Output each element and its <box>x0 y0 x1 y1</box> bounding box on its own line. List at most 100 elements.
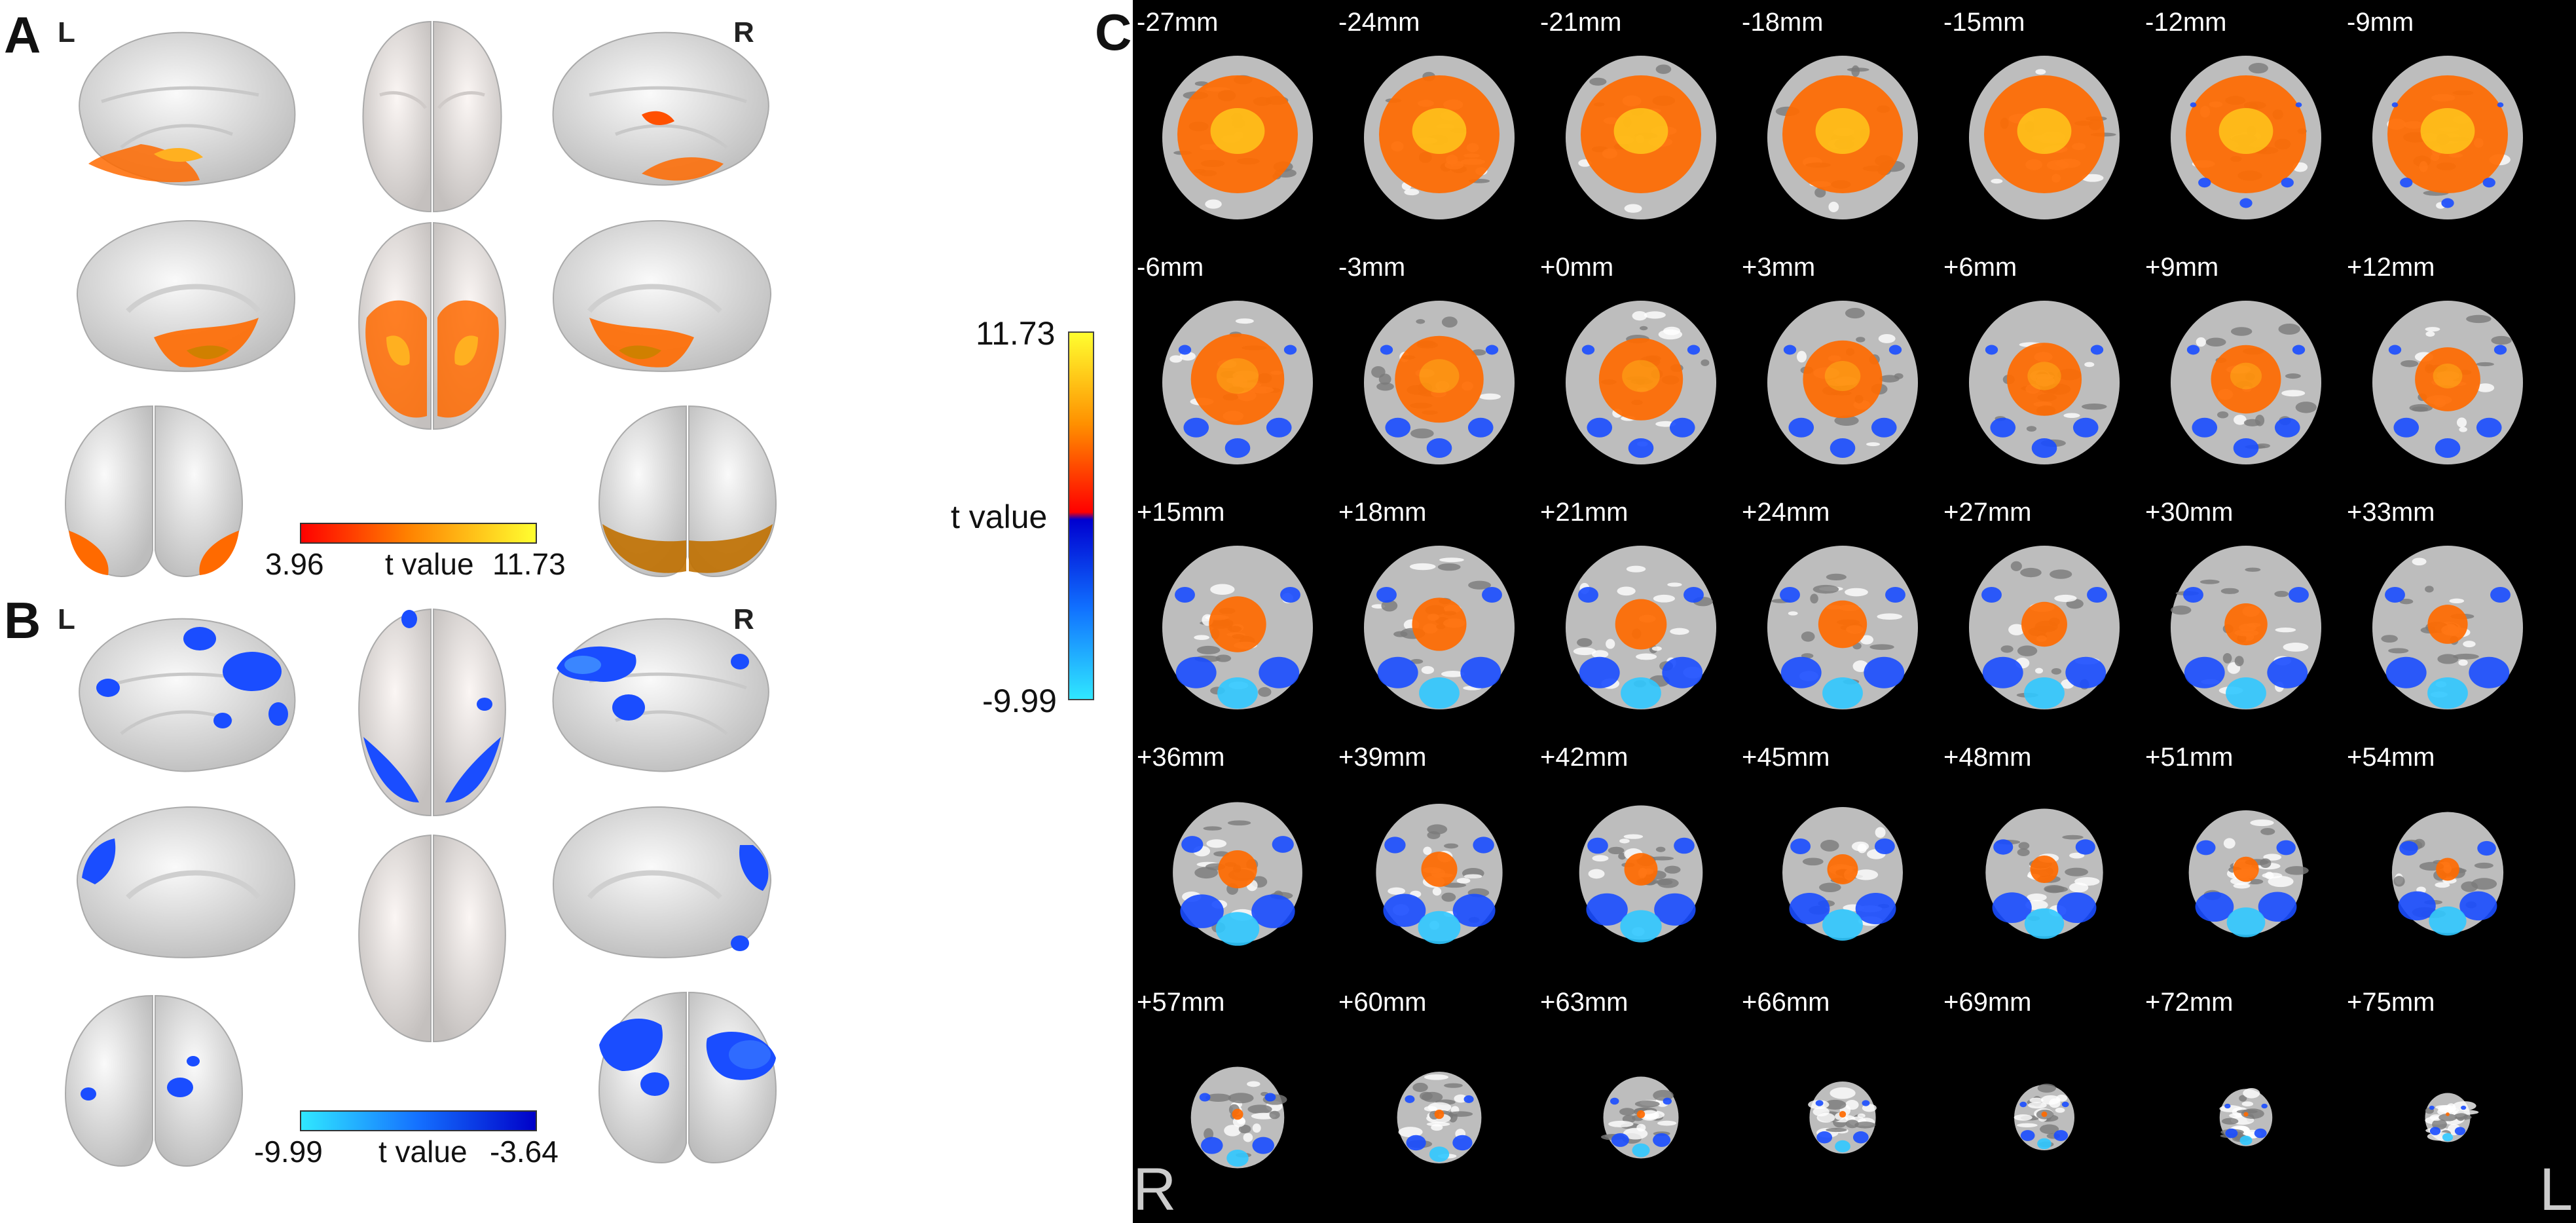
slice-label: +27mm <box>1943 498 2032 527</box>
slice-label: -24mm <box>1338 8 1420 37</box>
slice-label: +66mm <box>1742 988 1830 1017</box>
brain-slice <box>1376 804 1503 945</box>
colorbar-b <box>300 1110 537 1131</box>
brain-a-right-medial <box>552 219 771 372</box>
brain-slice <box>1767 56 1918 219</box>
brain-slice <box>2171 301 2321 464</box>
brain-slice <box>1364 301 1515 464</box>
slice-label: +54mm <box>2347 743 2435 772</box>
slice-label: +6mm <box>1943 253 2017 282</box>
slice-label: +63mm <box>1540 988 1628 1017</box>
panel-c-letter: C <box>1095 3 1132 61</box>
slice-label: +0mm <box>1540 253 1614 282</box>
brain-slice <box>2372 301 2523 464</box>
brain-slice <box>2372 56 2523 219</box>
slice-label: -9mm <box>2347 8 2414 37</box>
brain-slice <box>1566 56 1716 219</box>
slice-label: +72mm <box>2145 988 2234 1017</box>
slice-label: -21mm <box>1540 8 1622 37</box>
slice-label: +39mm <box>1338 743 1427 772</box>
colorbar-b-max: -3.64 <box>490 1135 559 1169</box>
slice-label: +60mm <box>1338 988 1427 1017</box>
brain-slice <box>1566 546 1716 709</box>
brain-slice <box>1969 546 2120 709</box>
brain-b-posterior <box>598 991 777 1164</box>
brain-slice <box>1364 546 1515 709</box>
brain-slice <box>1364 56 1515 219</box>
brain-a-dorsal <box>362 20 502 213</box>
slice-label: +36mm <box>1137 743 1225 772</box>
brain-slice <box>1985 808 2103 939</box>
colorbar-a-max: 11.73 <box>492 547 566 581</box>
brain-a-left-medial <box>77 219 296 372</box>
slice-label: -15mm <box>1943 8 2025 37</box>
brain-slice <box>1767 301 1918 464</box>
slice-label: +69mm <box>1943 988 2032 1017</box>
brain-b-right-lateral <box>552 618 769 772</box>
panel-b-right-label: R <box>733 603 754 635</box>
slice-label: +9mm <box>2145 253 2219 282</box>
brain-slice <box>1162 301 1313 464</box>
panel-b-left-label: L <box>58 603 75 635</box>
brain-b-dorsal <box>358 608 506 817</box>
brain-slice <box>2171 56 2321 219</box>
slice-label: +51mm <box>2145 743 2234 772</box>
brain-slice <box>1767 546 1918 709</box>
slice-label: +33mm <box>2347 498 2435 527</box>
colorbar-a-min: 3.96 <box>265 547 324 581</box>
orientation-right-label: L <box>2539 1156 2573 1223</box>
brain-slice <box>2014 1083 2074 1150</box>
brain-slice <box>2219 1088 2273 1146</box>
brain-b-left-lateral <box>79 618 296 772</box>
panel-a-letter: A <box>4 6 41 64</box>
brain-slice <box>1969 301 2120 464</box>
colorbar-a-label: t value <box>385 547 474 581</box>
brain-b-right-medial <box>552 806 771 958</box>
brain-slice <box>1190 1066 1287 1169</box>
slice-label: +24mm <box>1742 498 1830 527</box>
slice-label: -27mm <box>1137 8 1219 37</box>
brain-slice <box>2391 812 2504 936</box>
slice-label: +21mm <box>1540 498 1628 527</box>
colorbar-c-min: -9.99 <box>982 683 1057 719</box>
brain-slice <box>1579 805 1703 943</box>
colorbar-c-label: t value <box>951 499 1048 535</box>
slice-label: -12mm <box>2145 8 2227 37</box>
slice-label: +18mm <box>1338 498 1427 527</box>
brain-slice <box>1566 301 1716 464</box>
brain-slice <box>1808 1082 1877 1154</box>
brain-b-anterior <box>64 994 244 1167</box>
brain-slice <box>1162 546 1313 709</box>
colorbar-c <box>1068 331 1094 700</box>
brain-slice <box>1173 802 1302 946</box>
brain-a-posterior <box>598 405 777 578</box>
brain-b-left-medial <box>77 806 296 958</box>
colorbar-a <box>300 523 537 544</box>
brain-slice <box>1782 807 1903 941</box>
brain-slice <box>1162 56 1313 219</box>
panel-b-letter: B <box>4 592 41 649</box>
slice-label: +45mm <box>1742 743 1830 772</box>
slice-label: +30mm <box>2145 498 2234 527</box>
panel-a-right-label: R <box>733 16 754 48</box>
brain-b-ventral <box>358 834 506 1043</box>
brain-slice <box>1969 56 2120 219</box>
brain-slice <box>1600 1076 1679 1159</box>
slice-label: +12mm <box>2347 253 2435 282</box>
colorbar-b-min: -9.99 <box>254 1135 323 1169</box>
colorbar-b-label: t value <box>378 1135 468 1169</box>
slice-label: -18mm <box>1742 8 1824 37</box>
orientation-left-label: R <box>1133 1156 1177 1223</box>
brain-a-left-lateral <box>79 31 296 186</box>
slice-label: +48mm <box>1943 743 2032 772</box>
panel-c-slice-grid: R L -27mm -24mm -21mm -18mm -15mm -12mm -9mm -6… <box>1133 0 2576 1223</box>
brain-slice <box>2171 546 2321 709</box>
colorbar-c-max: 11.73 <box>976 315 1056 352</box>
slice-label: +75mm <box>2347 988 2435 1017</box>
slice-label: +15mm <box>1137 498 1225 527</box>
brain-slice <box>1397 1072 1482 1163</box>
slice-label: -3mm <box>1338 253 1406 282</box>
brain-slice <box>2425 1093 2479 1142</box>
panel-a-left-label: L <box>58 16 75 48</box>
brain-a-anterior <box>64 405 244 578</box>
